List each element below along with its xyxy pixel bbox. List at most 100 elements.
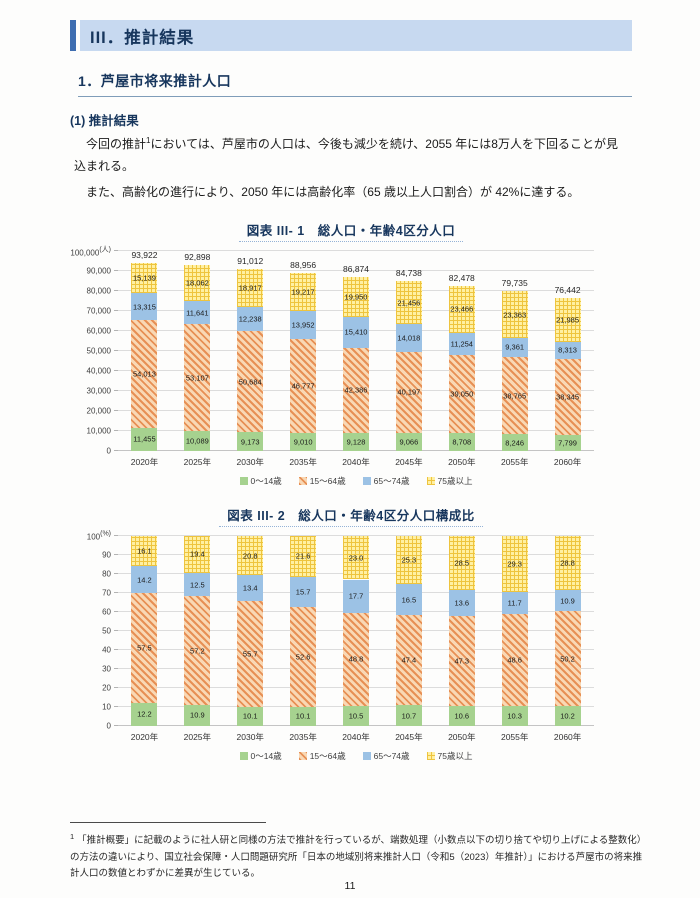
- legend-marker-green-solid: [239, 476, 248, 485]
- bar-segment: [290, 706, 317, 726]
- bar-segment: [343, 535, 369, 580]
- legend-item: 0～14歳: [239, 750, 282, 762]
- legend-item: 75歳以上: [426, 475, 473, 487]
- page-number: 11: [344, 880, 356, 892]
- segment-value-label: 39,050: [450, 389, 474, 399]
- stacked-bar: [395, 535, 422, 726]
- legend-item: 0～14歳: [239, 475, 282, 487]
- segment-value-label: 50.2: [560, 654, 575, 664]
- bar-segment: [290, 311, 317, 340]
- segment-value-label: 9,361: [505, 342, 525, 352]
- chart-legend: 0～14歳 15～64歳 65～74歳 75歳以上: [118, 750, 594, 762]
- bar-slot: 10.2 50.2 10.9 28.8: [541, 535, 594, 726]
- bar-segment: [395, 324, 422, 353]
- segment-value-label: 12,238: [238, 314, 262, 324]
- bar-slot: 8,708 39,050 11,254 23,466 82,478: [435, 251, 488, 451]
- legend-marker-yellow-grid: [426, 751, 435, 760]
- axis-tick: [114, 249, 118, 251]
- segment-value-label: 52.6: [295, 652, 311, 662]
- y-axis-tick-label: 30,000: [86, 386, 111, 396]
- bar-segment: [554, 535, 581, 591]
- segment-value-label: 47.4: [401, 655, 417, 665]
- bar-segment: [448, 589, 475, 616]
- bar-segment: [395, 281, 422, 325]
- axis-tick: [114, 705, 118, 707]
- axis-tick: [114, 591, 118, 593]
- total-value-label: 82,478: [448, 272, 475, 283]
- segment-value-label: 19.4: [190, 549, 205, 559]
- bar-segment: [501, 434, 528, 451]
- chart-figure-2: 図表 III- 2 総人口・年齢4区分人口構成比 0 10 20 30 40 50 60 70 8…: [70, 505, 632, 762]
- x-axis-tick-label: 2060年: [553, 456, 582, 467]
- legend-label: 65～74歳: [373, 475, 410, 486]
- axis-tick: [114, 309, 118, 311]
- bar-slot: 10.9 57.2 12.5 19.4: [171, 535, 224, 726]
- stacked-bar: [184, 251, 211, 451]
- segment-value-label: 11,455: [133, 434, 156, 444]
- bar-segment: [448, 433, 475, 451]
- legend-label: 15～64歳: [309, 475, 346, 486]
- segment-value-label: 19,217: [291, 287, 315, 297]
- total-value-label: 84,738: [395, 268, 422, 279]
- y-axis-tick-label: 20: [102, 683, 111, 693]
- segment-value-label: 12.5: [190, 580, 205, 590]
- segment-value-label: 10.7: [401, 711, 417, 721]
- segment-value-label: 16.5: [401, 595, 417, 605]
- x-axis-tick-label: 2050年: [448, 731, 476, 742]
- stacked-bar: [131, 251, 158, 451]
- bar-slot: 12.2 57.5 14.2 16.1: [118, 535, 171, 726]
- segment-value-label: 17.7: [348, 591, 364, 601]
- legend-marker-blue-solid: [362, 751, 371, 760]
- gridline: [118, 249, 594, 251]
- segment-value-label: 53,107: [185, 373, 209, 382]
- y-axis-tick-label: 90,000: [86, 266, 111, 276]
- segment-value-label: 9,010: [293, 437, 313, 447]
- segment-value-label: 20.8: [242, 551, 258, 561]
- axis-tick: [114, 269, 118, 271]
- bar-segment: [131, 593, 158, 703]
- segment-value-label: 16.1: [137, 546, 152, 556]
- bar-segment: [184, 265, 211, 302]
- y-axis-tick-label: 60,000: [86, 326, 111, 336]
- bar-segment: [237, 331, 264, 433]
- bar-segment: [395, 705, 422, 726]
- paragraph-1-text: 今回の推計: [86, 137, 147, 151]
- segment-value-label: 50,684: [238, 377, 262, 387]
- axis-tick: [114, 629, 118, 631]
- y-axis-tick-label: 30: [102, 664, 111, 674]
- x-axis-tick-label: 2020年: [130, 456, 159, 467]
- bar-segment: [237, 575, 264, 601]
- footnote-text: 1 「推計概要」に記載のように社人研と同様の方法で推計を行っているが、端数処理（小…: [70, 830, 645, 883]
- segment-value-label: 25.3: [401, 555, 417, 565]
- legend-marker-orange-diagonal: [298, 751, 307, 760]
- bar-slot: 9,128 42,386 15,410 19,950 86,874: [330, 251, 383, 451]
- bar-slot: 10.5 48.8 17.7 23.0: [330, 535, 383, 726]
- y-axis-tick-label: 90: [102, 550, 111, 560]
- segment-value-label: 12.2: [137, 709, 152, 719]
- subsection-title: (1) 推計結果: [70, 114, 139, 128]
- chart-title: 図表 III- 1 総人口・年齢4区分人口: [238, 220, 464, 242]
- stacked-bar: [395, 251, 422, 451]
- legend-item: 65～74歳: [362, 750, 410, 762]
- legend-item: 65～74歳: [362, 475, 410, 487]
- segment-value-label: 38,345: [556, 392, 580, 402]
- bar-slot: 9,066 40,197 14,018 21,456 84,738: [382, 251, 435, 451]
- segment-value-label: 28.5: [454, 558, 470, 568]
- bar-segment: [290, 272, 317, 312]
- bar-segment: [554, 358, 581, 436]
- y-axis-tick-label: 0: [106, 721, 111, 731]
- x-axis-tick-label: 2055年: [500, 731, 529, 742]
- gridline: [118, 534, 594, 536]
- segment-value-label: 54,013: [132, 369, 156, 379]
- bar-segment: [237, 306, 264, 332]
- x-axis-tick-label: 2045年: [395, 456, 423, 467]
- segment-value-label: 29.3: [507, 559, 522, 569]
- segment-value-label: 11,641: [186, 308, 209, 318]
- chart-title: 図表 III- 2 総人口・年齢4区分人口構成比: [219, 505, 483, 527]
- segment-value-label: 19,950: [344, 292, 368, 302]
- bar-segment: [554, 297, 581, 342]
- segment-value-label: 48.8: [348, 654, 364, 664]
- stacked-bar: [343, 251, 369, 451]
- segment-value-label: 14.2: [137, 575, 152, 585]
- bar-segment: [395, 535, 422, 585]
